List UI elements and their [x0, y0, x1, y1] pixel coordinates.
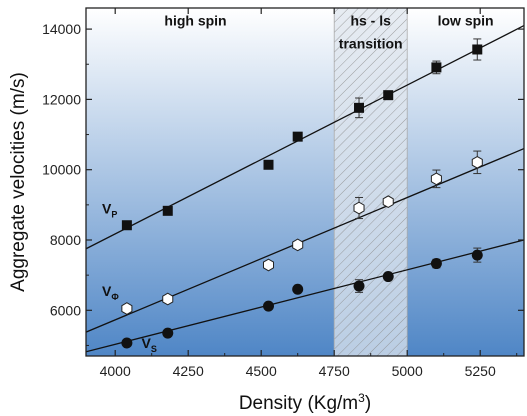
point-2-3	[292, 283, 304, 295]
point-2-5	[382, 271, 394, 283]
fit-line-2	[86, 239, 524, 353]
point-2-2	[263, 300, 274, 312]
series-label-0: VP	[102, 201, 117, 220]
y-tick-label-12000: 12000	[42, 91, 81, 107]
y-axis-title: Aggregate velocities (m/s)	[8, 72, 29, 292]
x-tick-label-5000: 5000	[392, 363, 423, 379]
point-1-5	[382, 195, 394, 209]
series-label-1: VΦ	[102, 283, 119, 302]
x-tick-label-5250: 5250	[465, 363, 496, 379]
region-label-0: high spin	[164, 13, 226, 29]
point-0-6	[431, 62, 442, 73]
point-0-7	[472, 44, 483, 55]
point-0-2	[263, 159, 274, 170]
point-1-1	[162, 292, 174, 306]
transition-band-hatch	[334, 8, 408, 356]
point-2-6	[430, 258, 442, 270]
point-0-5	[383, 90, 394, 101]
x-tick-label-4250: 4250	[173, 363, 204, 379]
point-2-7	[471, 249, 483, 261]
region-label-1: hs - ls	[350, 13, 391, 29]
x-tick-label-4000: 4000	[100, 363, 131, 379]
series-label-2: VS	[141, 335, 156, 354]
point-0-4	[354, 102, 365, 113]
y-tick-label-14000: 14000	[42, 21, 81, 37]
point-1-2	[262, 258, 275, 272]
point-1-4	[353, 201, 365, 215]
region-label-3: low spin	[438, 13, 494, 29]
y-tick-label-8000: 8000	[50, 232, 81, 248]
region-label-2: transition	[339, 35, 403, 51]
point-2-0	[121, 337, 133, 349]
point-1-7	[471, 155, 483, 169]
x-tick-label-4500: 4500	[246, 363, 277, 379]
x-axis-title: Density (Kg/m3)	[239, 391, 371, 414]
point-0-0	[121, 220, 132, 231]
point-1-6	[430, 172, 442, 186]
plot-frame	[85, 7, 525, 357]
point-1-3	[292, 238, 304, 252]
fit-line-0	[86, 24, 524, 250]
y-tick-label-6000: 6000	[50, 302, 81, 318]
point-2-1	[162, 327, 174, 339]
point-2-4	[353, 280, 365, 292]
point-0-1	[162, 205, 173, 216]
point-0-3	[292, 131, 303, 142]
fit-line-1	[86, 148, 524, 333]
point-1-0	[121, 302, 133, 315]
plot-background	[86, 8, 524, 356]
y-tick-label-10000: 10000	[42, 162, 81, 178]
x-tick-label-4750: 4750	[319, 363, 350, 379]
